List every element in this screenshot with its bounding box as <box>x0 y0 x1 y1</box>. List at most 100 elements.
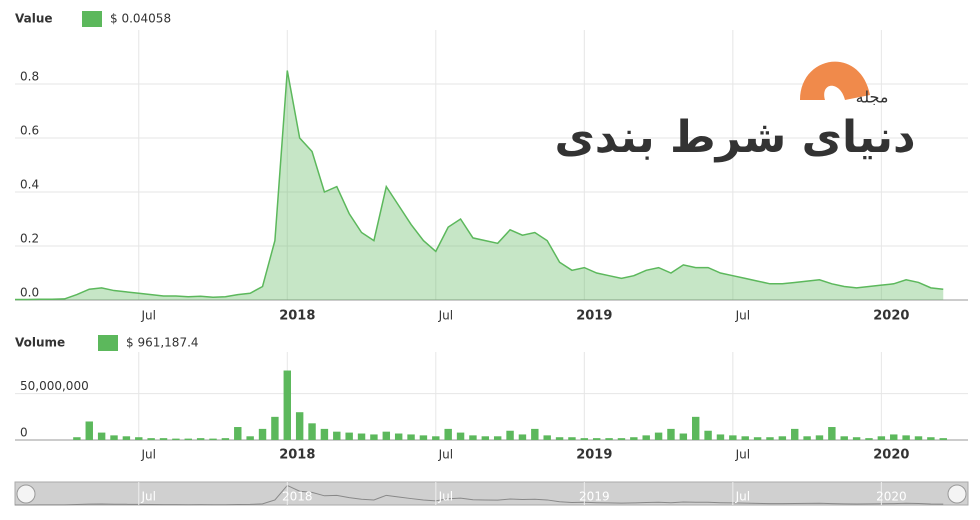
bar <box>209 438 217 440</box>
legend-swatch <box>98 335 118 351</box>
x-tick-label: 2019 <box>576 448 612 463</box>
bar <box>419 435 428 440</box>
legend-value: $ 0.04058 <box>110 12 171 26</box>
bar <box>592 438 601 440</box>
bar <box>803 436 811 440</box>
bar <box>630 437 638 440</box>
bar <box>815 435 824 440</box>
x-tick-label: 2019 <box>576 309 612 324</box>
bar <box>469 435 477 440</box>
bar <box>852 437 861 440</box>
bar <box>258 428 267 440</box>
bar <box>877 436 886 440</box>
navigator-label: Jul <box>438 490 453 504</box>
navigator-label: 2019 <box>579 490 610 504</box>
bar <box>617 438 626 440</box>
x-tick-label: Jul <box>735 448 750 462</box>
navigator <box>14 481 969 506</box>
legend-value: $ 961,187.4 <box>126 336 199 350</box>
y-tick-label: 0.2 <box>20 232 39 246</box>
y-tick-label: 0.6 <box>20 124 39 138</box>
navigator-label: Jul <box>735 490 750 504</box>
y-tick-label: 0.0 <box>20 286 39 300</box>
bar <box>667 428 675 440</box>
navigator-handle[interactable] <box>16 484 36 504</box>
bar <box>357 433 366 440</box>
bar <box>283 370 291 440</box>
bar <box>382 431 391 440</box>
bar <box>444 428 452 440</box>
bar <box>766 437 774 440</box>
bar <box>97 432 106 440</box>
bar <box>890 434 898 440</box>
bar <box>642 435 650 440</box>
bar <box>172 438 180 440</box>
bar <box>345 432 353 440</box>
bar <box>729 435 737 440</box>
navigator-line <box>15 484 944 506</box>
bar <box>679 433 688 440</box>
watermark: دنیای شرط بندی مجله <box>554 61 916 163</box>
navigator-handle[interactable] <box>947 484 967 504</box>
x-tick-label: 2020 <box>873 309 909 324</box>
bar <box>914 436 923 440</box>
bar <box>741 436 749 440</box>
y-tick-label: 50,000,000 <box>20 379 89 393</box>
bar <box>159 438 168 440</box>
x-tick-label: 2018 <box>279 448 315 463</box>
legend-label: Volume <box>15 336 65 350</box>
x-tick-label: Jul <box>438 309 453 323</box>
bar <box>704 430 712 440</box>
bar <box>122 436 131 440</box>
bar <box>518 434 527 440</box>
bar <box>407 434 415 440</box>
bar <box>221 438 230 440</box>
x-tick-label: Jul <box>735 309 750 323</box>
legend-swatch <box>82 11 102 27</box>
bar <box>927 437 935 440</box>
bar <box>320 428 329 440</box>
logo-shape <box>800 61 870 100</box>
x-tick-label: 2018 <box>279 309 315 324</box>
legend-label: Value <box>15 12 53 26</box>
bar <box>493 436 502 440</box>
bar <box>580 438 589 440</box>
bar <box>791 428 799 440</box>
bar <box>692 416 700 440</box>
bar <box>370 434 378 440</box>
navigator-label: 2018 <box>282 490 313 504</box>
bar <box>506 430 514 440</box>
bar <box>568 437 576 440</box>
bar <box>865 438 873 440</box>
bar <box>196 438 205 440</box>
bar <box>246 436 254 440</box>
logo-subtitle: مجله <box>856 88 889 107</box>
bar <box>394 433 403 440</box>
bar <box>234 427 242 440</box>
bar <box>555 437 564 440</box>
y-tick-label: 0.4 <box>20 178 39 192</box>
bar <box>654 432 663 440</box>
bar <box>531 428 539 440</box>
area <box>15 70 944 300</box>
navigator-label: 2020 <box>876 490 907 504</box>
bar <box>456 432 465 440</box>
bar <box>308 423 316 440</box>
bar <box>840 436 848 440</box>
bar <box>481 436 490 440</box>
y-tick-label: 0.8 <box>20 70 39 84</box>
bar <box>432 436 440 440</box>
bar <box>753 437 762 440</box>
bar <box>135 437 143 440</box>
x-tick-label: Jul <box>141 448 156 462</box>
bar <box>333 431 341 440</box>
bar <box>828 427 836 440</box>
bar <box>778 436 787 440</box>
bar <box>73 437 81 440</box>
bar <box>147 438 155 440</box>
y-tick-label: 0 <box>20 426 28 440</box>
bar <box>110 435 118 440</box>
x-tick-label: 2020 <box>873 448 909 463</box>
bar <box>716 434 725 440</box>
bar <box>939 438 947 440</box>
